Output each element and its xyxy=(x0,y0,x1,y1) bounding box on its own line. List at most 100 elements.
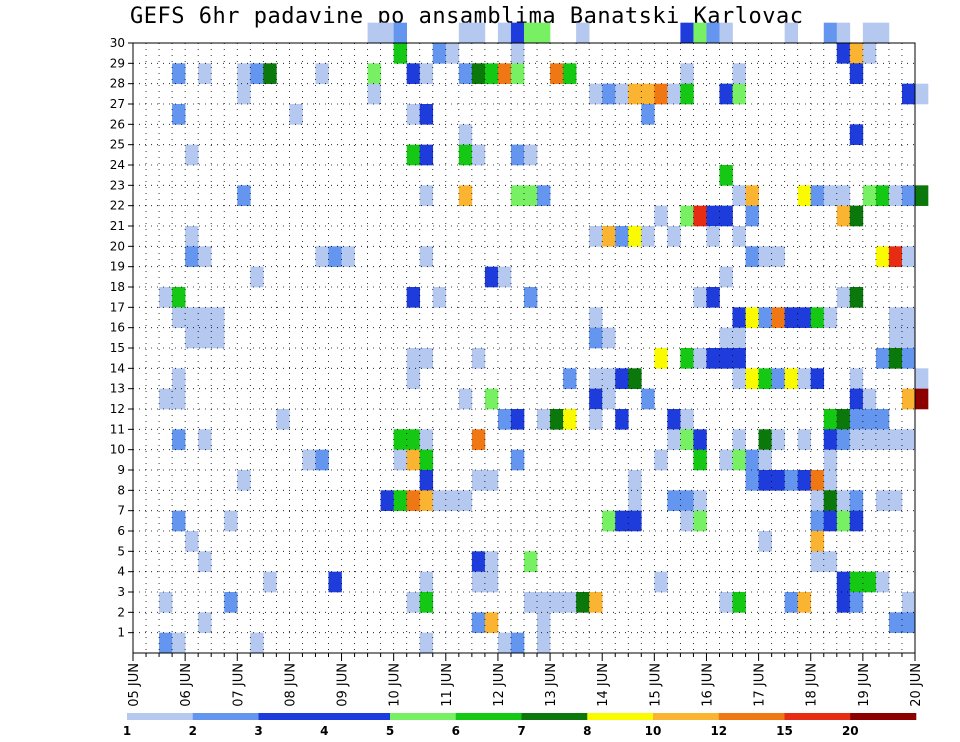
heatmap-cell xyxy=(810,531,825,552)
heatmap-cell xyxy=(537,612,551,633)
heatmap-cell xyxy=(680,429,694,450)
heatmap-cell xyxy=(719,592,733,613)
y-tick-label: 24 xyxy=(110,158,125,172)
y-tick-label: 4 xyxy=(117,565,125,579)
legend-label: 8 xyxy=(583,724,591,738)
y-tick-label: 10 xyxy=(110,443,125,457)
heatmap-cell xyxy=(510,43,525,64)
heatmap-cell xyxy=(849,571,864,593)
x-tick-label: 18 JUN xyxy=(805,663,820,707)
heatmap-cell xyxy=(432,287,447,308)
heatmap-cell xyxy=(589,368,603,389)
heatmap-cell xyxy=(484,388,499,410)
heatmap-cell xyxy=(849,43,864,64)
heatmap-cell xyxy=(419,104,434,125)
legend-label: 7 xyxy=(517,724,525,738)
heatmap-cell xyxy=(315,63,329,84)
legend-swatch xyxy=(718,713,785,720)
heatmap-cell xyxy=(849,409,864,430)
heatmap-cell xyxy=(836,205,851,227)
heatmap-cell xyxy=(823,409,838,430)
heatmap-cell xyxy=(263,63,277,84)
heatmap-cell xyxy=(458,144,473,166)
y-tick-label: 18 xyxy=(110,280,125,294)
heatmap-cell xyxy=(901,83,916,105)
heatmap-cell xyxy=(458,63,473,84)
heatmap-cell xyxy=(771,307,785,328)
heatmap-cell xyxy=(771,368,785,389)
heatmap-cell xyxy=(901,185,916,206)
x-tick-label: 17 JUN xyxy=(753,663,768,707)
y-tick-label: 23 xyxy=(110,178,125,192)
heatmap-cell xyxy=(836,592,851,613)
heatmap-cell xyxy=(615,83,629,105)
heatmap-cell xyxy=(484,612,499,633)
heatmap-cell xyxy=(862,409,877,430)
heatmap-cell xyxy=(901,388,916,410)
heatmap-cell xyxy=(172,287,186,308)
heatmap-cell xyxy=(719,83,733,105)
y-tick-label: 6 xyxy=(117,524,125,538)
y-tick-label: 11 xyxy=(110,422,125,436)
heatmap-cell xyxy=(784,470,798,491)
heatmap-cell xyxy=(680,409,694,430)
heatmap-cell xyxy=(732,348,746,369)
heatmap-cell xyxy=(667,226,681,247)
heatmap-cell xyxy=(471,612,486,633)
heatmap-cell xyxy=(732,368,746,389)
y-tick-label: 21 xyxy=(110,219,125,233)
heatmap-cell xyxy=(341,246,355,267)
heatmap-cell xyxy=(510,144,525,166)
heatmap-cell xyxy=(901,327,916,349)
heatmap-cell xyxy=(862,185,877,206)
y-tick-label: 12 xyxy=(110,402,125,416)
heatmap-cell xyxy=(797,368,812,389)
heatmap-cell xyxy=(732,307,746,328)
heatmap-cell xyxy=(524,592,538,613)
heatmap-cell xyxy=(159,388,173,410)
x-tick-label: 07 JUN xyxy=(231,663,246,707)
heatmap-cell xyxy=(419,632,434,654)
heatmap-cell xyxy=(784,592,798,613)
heatmap-cell xyxy=(524,185,538,206)
heatmap-cell xyxy=(471,144,486,166)
heatmap-cell xyxy=(771,246,785,267)
heatmap-cell xyxy=(693,22,707,44)
heatmap-cell xyxy=(654,449,668,471)
heatmap-cell xyxy=(537,185,551,206)
heatmap-cell xyxy=(589,592,603,613)
heatmap-cell xyxy=(198,612,212,633)
x-tick-label: 10 JUN xyxy=(388,663,403,707)
heatmap-cell xyxy=(406,429,421,450)
heatmap-cell xyxy=(758,531,772,552)
y-tick-label: 3 xyxy=(117,585,125,599)
heatmap-cell xyxy=(654,205,668,227)
heatmap-cell xyxy=(589,226,603,247)
heatmap-cell xyxy=(172,429,186,450)
heatmap-cell xyxy=(367,22,381,44)
heatmap-cell xyxy=(680,490,694,511)
heatmap-cell xyxy=(719,348,733,369)
legend-label: 3 xyxy=(254,724,262,738)
legend-swatch xyxy=(192,713,259,720)
y-tick-label: 7 xyxy=(117,504,125,518)
y-tick-label: 5 xyxy=(117,544,125,558)
heatmap-cell xyxy=(836,429,851,450)
color-legend: 1 2 3 4 5 6 7 8 10 12 15 20 xyxy=(123,713,917,738)
heatmap-cell xyxy=(576,22,590,44)
heatmap-cell xyxy=(393,429,407,450)
heatmap-cell xyxy=(732,185,746,206)
heatmap-cell xyxy=(901,592,916,613)
heatmap-cell xyxy=(693,348,707,369)
heatmap-cell xyxy=(667,409,681,430)
heatmap-cell xyxy=(172,63,186,84)
heatmap-cell xyxy=(888,348,903,369)
heatmap-cells xyxy=(159,22,929,654)
heatmap-cell xyxy=(888,307,903,328)
heatmap-cell xyxy=(628,226,642,247)
heatmap-cell xyxy=(875,348,890,369)
heatmap-cell xyxy=(159,632,173,654)
heatmap-cell xyxy=(836,510,851,532)
heatmap-cell xyxy=(224,510,238,532)
